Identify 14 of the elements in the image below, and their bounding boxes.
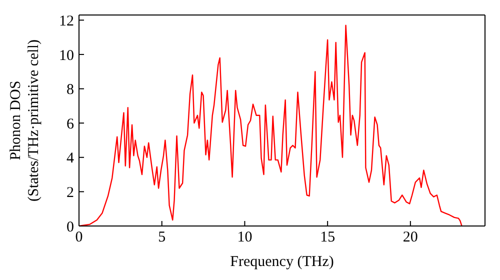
y-axis-title: Phonon DOS (States/THz·primitive cell) <box>8 39 42 202</box>
x-tick-label: 5 <box>158 230 166 246</box>
y-tick-label: 4 <box>66 150 74 167</box>
y-tick-label: 10 <box>59 48 74 64</box>
x-tick-label: 15 <box>320 230 336 246</box>
x-tick-label: 20 <box>402 230 418 246</box>
y-tick-label: 6 <box>66 116 74 132</box>
x-tick-label: 10 <box>237 230 252 246</box>
line-series <box>79 24 462 226</box>
y-tick-label: 0 <box>66 219 74 236</box>
y-tick-label: 2 <box>66 185 74 202</box>
y-tick-label: 12 <box>59 13 74 30</box>
x-axis-title: Frequency (THz) <box>230 254 334 270</box>
y-tick-label: 8 <box>66 82 74 98</box>
